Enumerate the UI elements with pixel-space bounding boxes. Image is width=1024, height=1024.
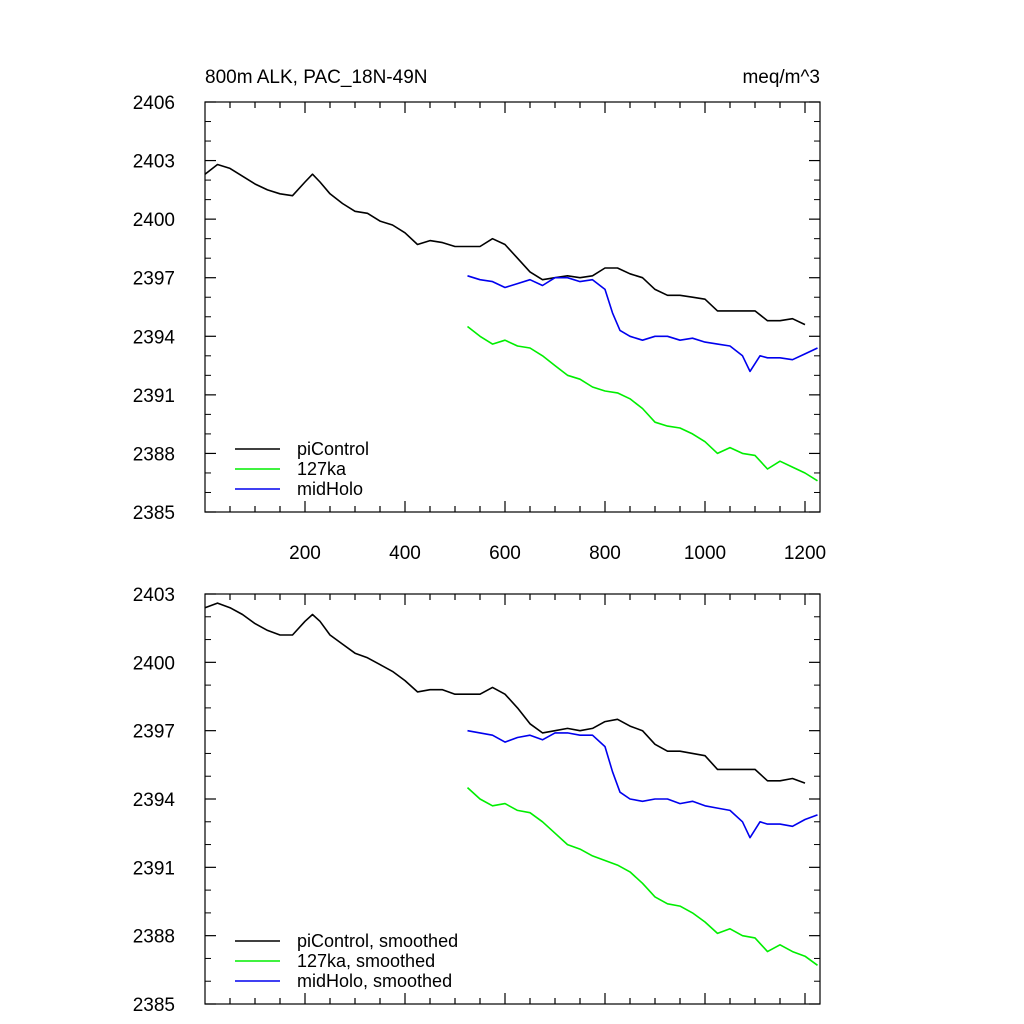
top-xtick-label: 400 bbox=[389, 543, 421, 564]
top-xtick-label: 1200 bbox=[784, 543, 826, 564]
top-xtick-label: 200 bbox=[289, 543, 321, 564]
top-ytick-label: 2394 bbox=[133, 327, 176, 348]
top-ytick-label: 2403 bbox=[133, 152, 175, 173]
top-ytick-label: 2388 bbox=[133, 444, 175, 465]
top-series-line-2 bbox=[467, 325, 818, 482]
top-ytick-label: 2406 bbox=[133, 93, 175, 114]
top-ytick-label: 2391 bbox=[133, 386, 175, 407]
top-panel: 800m ALK, PAC_18N-49N meq/m^3 2385 2388 23… bbox=[133, 67, 826, 564]
bottom-legend-label: piControl, smoothed bbox=[297, 931, 458, 951]
top-legend-label: 127ka bbox=[297, 459, 347, 479]
top-title: 800m ALK, PAC_18N-49N bbox=[205, 67, 428, 88]
top-xtick-label: 600 bbox=[489, 543, 521, 564]
bottom-ytick-label: 2385 bbox=[133, 995, 175, 1016]
top-legend-label: piControl bbox=[297, 439, 369, 459]
bottom-ytick-label: 2403 bbox=[133, 585, 175, 606]
top-plot-frame bbox=[204, 101, 821, 513]
bottom-ytick-label: 2394 bbox=[133, 790, 176, 811]
bottom-panel: 2385 2388 2391 2394 2397 2400 2403 piControl, s… bbox=[133, 585, 821, 1016]
top-ytick-label: 2385 bbox=[133, 503, 175, 524]
bottom-series-line-2 bbox=[466, 787, 818, 966]
bottom-legend-label: midHolo, smoothed bbox=[297, 971, 452, 991]
bottom-series-line-1 bbox=[204, 602, 806, 784]
top-ytick-label: 2397 bbox=[133, 269, 175, 290]
top-series-line-1 bbox=[204, 163, 806, 326]
top-xtick-label: 1000 bbox=[684, 543, 726, 564]
top-series-line-3 bbox=[467, 275, 818, 373]
top-legend-label: midHolo bbox=[297, 479, 363, 499]
bottom-legend-label: 127ka, smoothed bbox=[297, 951, 435, 971]
bottom-ytick-label: 2397 bbox=[133, 722, 175, 743]
top-ytick-label: 2400 bbox=[133, 210, 175, 231]
bottom-ytick-label: 2388 bbox=[133, 927, 175, 948]
top-xtick-label: 800 bbox=[589, 543, 621, 564]
bottom-ytick-label: 2400 bbox=[133, 653, 175, 674]
top-units: meq/m^3 bbox=[742, 67, 820, 88]
bottom-ytick-label: 2391 bbox=[133, 858, 175, 879]
bottom-series-line-3 bbox=[467, 729, 818, 839]
